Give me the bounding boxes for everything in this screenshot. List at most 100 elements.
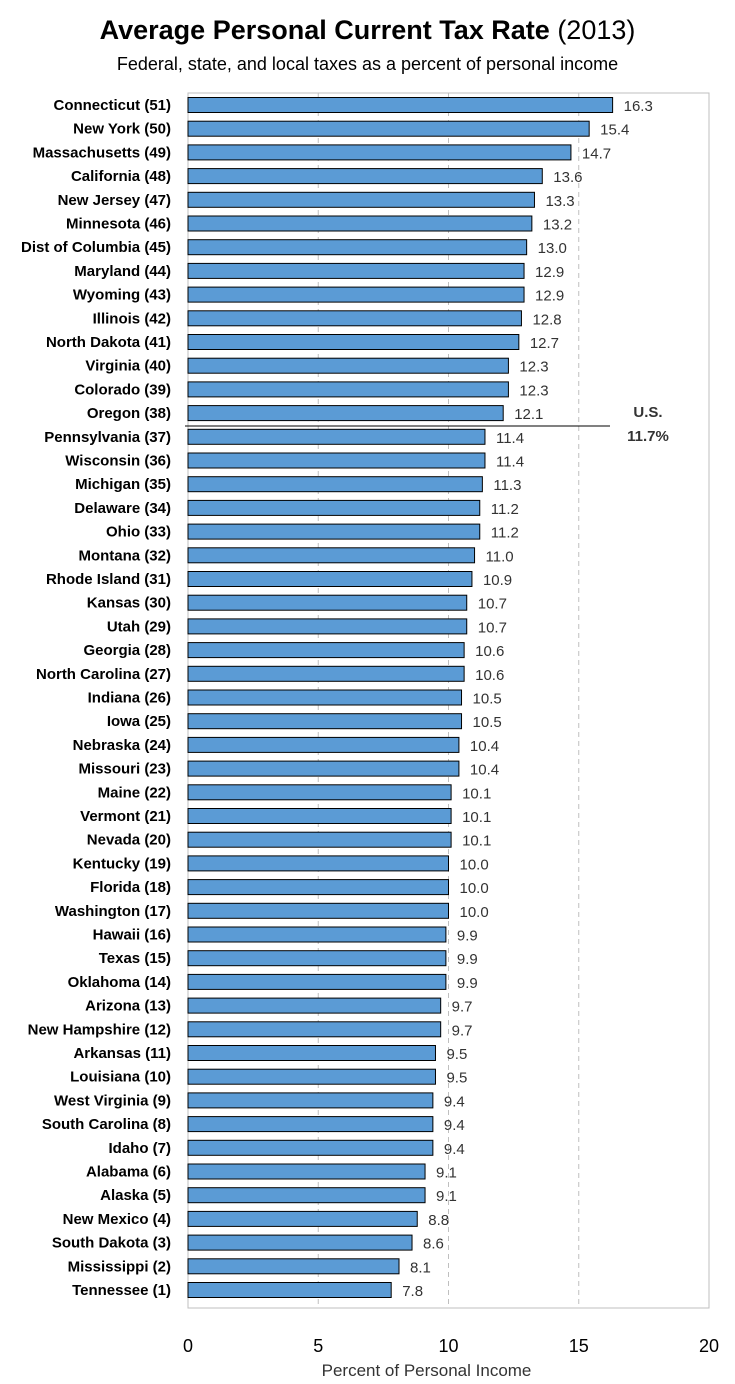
- value-label: 10.0: [460, 904, 489, 921]
- value-label: 13.2: [543, 217, 572, 234]
- chart-title: Average Personal Current Tax Rate (2013): [0, 12, 735, 48]
- value-label: 10.7: [478, 619, 507, 636]
- bar: [187, 1092, 434, 1109]
- bar: [187, 97, 614, 113]
- value-label: 10.1: [462, 809, 491, 826]
- value-label: 10.1: [462, 785, 491, 802]
- bar: [187, 239, 528, 256]
- bar: [187, 784, 452, 801]
- bar: [187, 1163, 426, 1180]
- value-label: 10.4: [470, 738, 499, 755]
- bar: [187, 262, 525, 279]
- bar: [187, 642, 465, 659]
- value-label: 11.2: [491, 501, 519, 518]
- category-label: South Dakota (3): [52, 1235, 171, 1252]
- category-label: Iowa (25): [107, 713, 171, 730]
- bar: [187, 215, 533, 232]
- value-label: 11.4: [496, 454, 524, 471]
- value-label: 10.0: [460, 856, 489, 873]
- category-label: Kansas (30): [87, 595, 171, 612]
- category-label: Indiana (26): [88, 690, 171, 707]
- chart-subtitle: Federal, state, and local taxes as a per…: [116, 54, 619, 74]
- value-label: 15.4: [600, 122, 629, 139]
- category-label: Alaska (5): [100, 1187, 171, 1204]
- category-label: Rhode Island (31): [46, 571, 171, 588]
- value-label: 9.9: [457, 975, 478, 992]
- x-tick-label: 10: [438, 1336, 458, 1356]
- bar: [187, 286, 525, 303]
- category-label: Montana (32): [78, 547, 171, 564]
- category-label: Ohio (33): [106, 524, 171, 541]
- us-average-value: 11.7%: [627, 428, 669, 445]
- category-label: Michigan (35): [75, 476, 171, 493]
- value-label: 9.7: [452, 999, 473, 1016]
- x-tick-label: 15: [569, 1336, 589, 1356]
- category-label: North Carolina (27): [36, 666, 171, 683]
- value-label: 9.7: [452, 1022, 473, 1039]
- category-label: Missouri (23): [78, 761, 171, 778]
- bar: [187, 405, 504, 422]
- value-label: 9.4: [444, 1093, 465, 1110]
- bar: [187, 1116, 434, 1133]
- category-label: New York (50): [73, 121, 171, 138]
- value-label: 9.9: [457, 951, 478, 968]
- category-label: Colorado (39): [74, 381, 171, 398]
- bar: [187, 713, 463, 730]
- labels: Connecticut (51) 16.3 New York (50) 15.4 Mas…: [21, 97, 653, 1300]
- bar: [187, 499, 481, 516]
- bar: [187, 950, 447, 967]
- bar: [187, 381, 509, 398]
- category-label: Florida (18): [90, 879, 171, 896]
- value-label: 16.3: [624, 98, 653, 115]
- bar: [187, 1210, 418, 1227]
- category-label: Idaho (7): [109, 1140, 172, 1157]
- bar: [187, 736, 460, 753]
- x-axis-title: Percent of Personal Income: [322, 1361, 532, 1380]
- bar: [187, 357, 509, 374]
- value-label: 12.3: [519, 359, 548, 376]
- bar: [187, 168, 543, 185]
- value-label: 12.8: [532, 311, 561, 328]
- category-label: North Dakota (41): [46, 334, 171, 351]
- bar: [187, 808, 452, 824]
- category-label: Arkansas (11): [73, 1045, 171, 1062]
- value-label: 10.9: [483, 572, 512, 589]
- bar: [187, 1258, 400, 1275]
- x-axis: 0 5 10 15 20: [183, 1336, 719, 1356]
- bars: [187, 97, 614, 1298]
- bar: [187, 1187, 426, 1204]
- us-average-label: U.S.: [633, 404, 662, 421]
- bar: [187, 879, 449, 896]
- bar: [187, 120, 590, 137]
- bar: [187, 428, 486, 445]
- value-label: 10.6: [475, 667, 504, 684]
- bar: [187, 618, 468, 635]
- bar: [187, 476, 483, 493]
- bar: [187, 855, 449, 872]
- value-label: 13.0: [538, 240, 567, 257]
- category-label: Wisconsin (36): [65, 453, 171, 470]
- bar: [187, 144, 572, 161]
- category-label: New Mexico (4): [63, 1211, 171, 1228]
- x-tick-label: 5: [313, 1336, 323, 1356]
- category-label: Oklahoma (14): [68, 974, 171, 991]
- category-label: Texas (15): [99, 950, 171, 967]
- category-label: Nevada (20): [87, 832, 171, 849]
- value-label: 9.1: [436, 1165, 457, 1182]
- category-label: Maine (22): [98, 784, 171, 801]
- bar: [187, 571, 473, 587]
- value-label: 11.3: [493, 477, 521, 494]
- category-label: New Jersey (47): [58, 192, 171, 209]
- value-label: 10.0: [460, 880, 489, 897]
- value-label: 12.9: [535, 264, 564, 281]
- bar: [187, 831, 452, 848]
- value-label: 13.6: [553, 169, 582, 186]
- bar: [187, 452, 486, 469]
- us-average-reference: U.S. 11.7%: [185, 404, 669, 445]
- category-label: Vermont (21): [80, 808, 171, 825]
- bar: [187, 997, 442, 1014]
- bar: [187, 191, 535, 208]
- category-label: Delaware (34): [74, 500, 171, 517]
- category-label: Massachusetts (49): [33, 144, 171, 161]
